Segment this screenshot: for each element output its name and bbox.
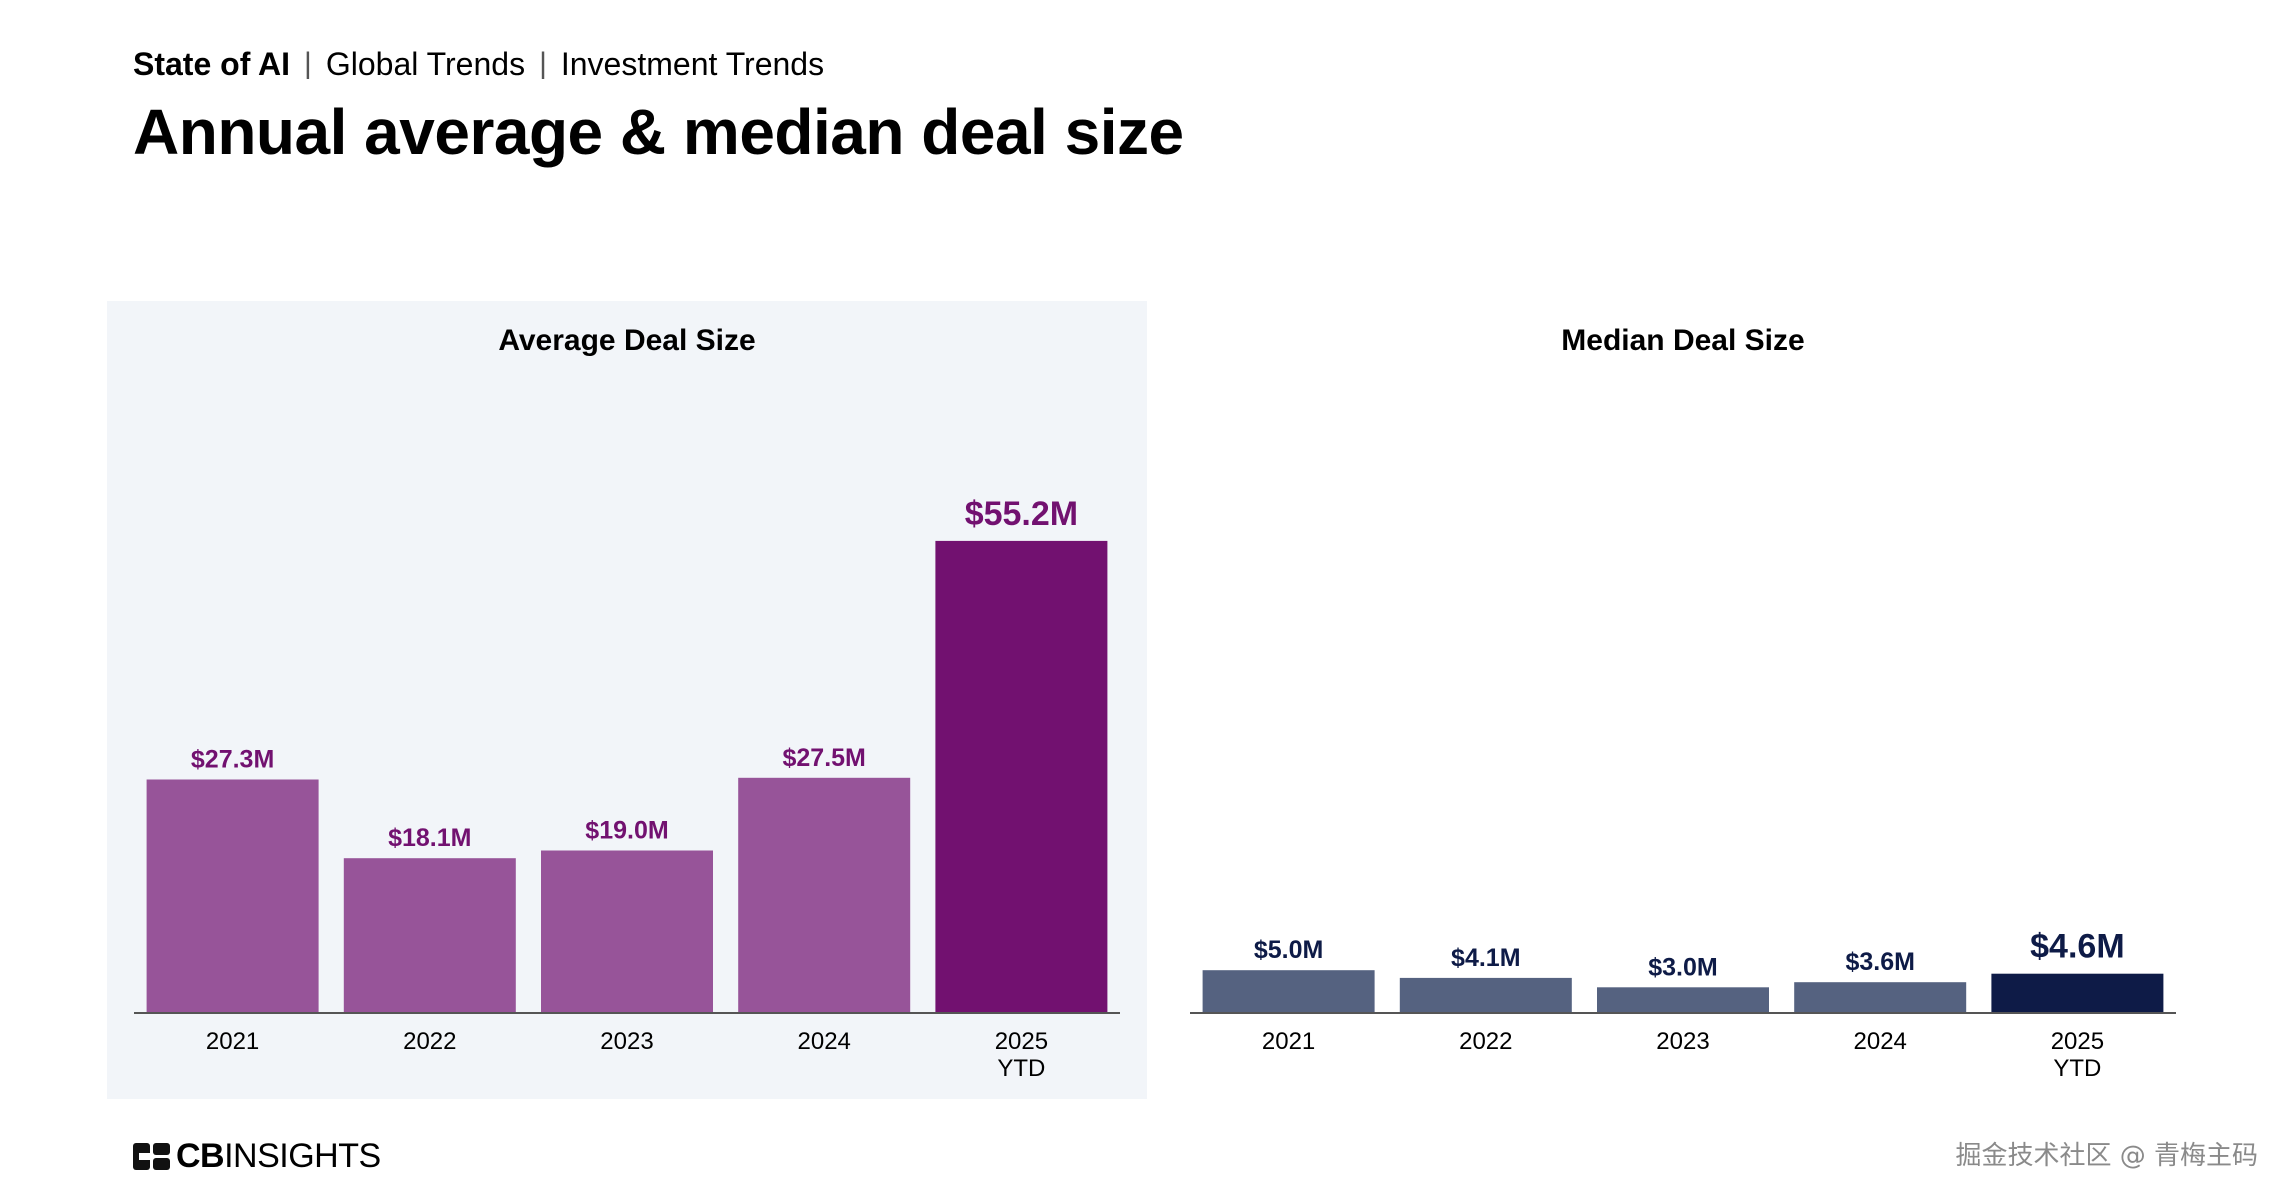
brand-bold: CB [176, 1137, 225, 1175]
bar-2021 [1202, 970, 1375, 1013]
chart-title: Average Deal Size [498, 324, 755, 357]
tick-label: 2021 [1262, 1028, 1315, 1055]
data-label: $4.6M [2030, 928, 2124, 966]
data-label: $5.0M [1254, 936, 1323, 964]
data-label: $19.0M [585, 817, 668, 845]
bar-2025-ytd [1991, 973, 2164, 1013]
tick-label: 2025 YTD [995, 1028, 1048, 1082]
tick-label: 2022 [1459, 1028, 1512, 1055]
tick-label: 2025 YTD [2051, 1028, 2104, 1082]
tick-label: 2024 [798, 1028, 851, 1055]
breadcrumb-item-state-of-ai: State of AI [133, 46, 291, 82]
bar-2022 [343, 858, 516, 1013]
average-deal-size-chart-svg: Average Deal Size $27.3M 2021 $18.1M 2022 $19… [134, 324, 1120, 1082]
breadcrumb-separator: | [304, 47, 312, 80]
data-label: $3.6M [1845, 948, 1914, 976]
breadcrumb-item-investment-trends: Investment Trends [560, 46, 825, 82]
bar-2024 [1794, 982, 1967, 1013]
chart-title: Median Deal Size [1561, 324, 1804, 357]
tick-label: 2023 [600, 1028, 653, 1055]
cb-insights-logo: CBINSIGHTS [133, 1136, 381, 1176]
cb-insights-wordmark: CBINSIGHTS [176, 1136, 381, 1176]
bar-2025-ytd [935, 540, 1108, 1013]
watermark-text: 掘金技术社区 @ 青梅主码 [1955, 1141, 2258, 1171]
median-deal-size-chart: Median Deal Size $5.0M 2021 $4.1M 2022 $3.0M 2… [1163, 301, 2203, 1099]
data-label: $55.2M [965, 495, 1078, 533]
tick-label: 2022 [403, 1028, 456, 1055]
bar-2023 [1597, 987, 1769, 1013]
brand-light: INSIGHTS [224, 1137, 381, 1175]
data-label: $4.1M [1451, 944, 1520, 972]
tick-label: 2023 [1656, 1028, 1709, 1055]
data-label: $18.1M [388, 824, 471, 852]
bar-2024 [738, 777, 911, 1013]
data-label: $3.0M [1648, 953, 1717, 981]
bar-2022 [1399, 977, 1572, 1013]
data-label: $27.5M [783, 744, 866, 772]
median-deal-size-chart-svg: Median Deal Size $5.0M 2021 $4.1M 2022 $3.0M 2… [1190, 324, 2176, 1082]
tick-label: 2021 [206, 1028, 259, 1055]
average-deal-size-chart: Average Deal Size $27.3M 2021 $18.1M 2022 $19… [107, 301, 1147, 1099]
breadcrumb: State of AI | Global Trends | Investment… [133, 44, 824, 84]
cb-insights-logo-icon [133, 1142, 170, 1170]
page-title: Annual average & median deal size [133, 96, 1184, 168]
bar-2021 [146, 779, 319, 1013]
tick-label: 2024 [1854, 1028, 1907, 1055]
breadcrumb-item-global-trends: Global Trends [325, 46, 526, 82]
bar-2023 [541, 850, 713, 1013]
data-label: $27.3M [191, 746, 274, 774]
breadcrumb-separator: | [539, 47, 547, 80]
